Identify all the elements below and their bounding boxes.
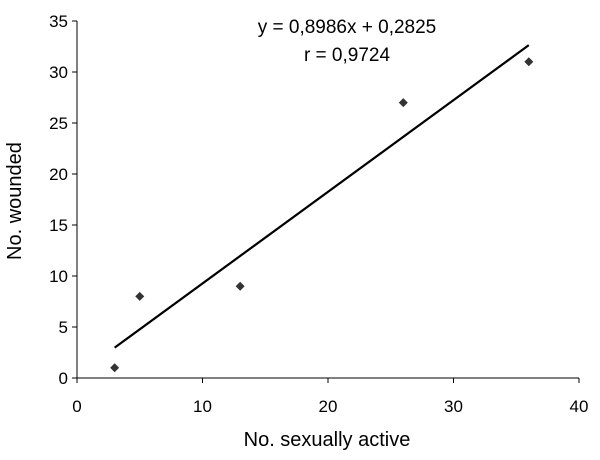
- y-tick-label: 5: [59, 318, 68, 337]
- trendline-group: [114, 44, 530, 349]
- y-tick-label: 10: [49, 267, 68, 286]
- y-tick-label: 30: [49, 63, 68, 82]
- r-value-label: r = 0,9724: [304, 45, 391, 66]
- y-axis-title: No. wounded: [4, 142, 26, 260]
- equation-label: y = 0,8986x + 0,2825: [258, 17, 437, 38]
- x-tick-label: 30: [444, 397, 463, 416]
- trendline: [114, 44, 530, 349]
- y-tick-label: 25: [49, 114, 68, 133]
- data-point: [110, 363, 120, 373]
- y-ticks: 0 5 10 15 20 25 30 35: [49, 12, 77, 388]
- x-tick-label: 20: [319, 397, 338, 416]
- data-point: [398, 98, 408, 108]
- x-axis-title: No. sexually active: [244, 429, 411, 451]
- x-tick-label: 40: [570, 397, 589, 416]
- data-point: [524, 57, 534, 67]
- x-ticks: 0 10 20 30 40: [72, 378, 588, 416]
- data-point: [135, 291, 145, 301]
- y-tick-label: 20: [49, 165, 68, 184]
- data-points: [110, 57, 534, 373]
- axes: [76, 21, 579, 379]
- data-point: [235, 281, 245, 291]
- y-tick-label: 15: [49, 216, 68, 235]
- x-tick-label: 10: [193, 397, 212, 416]
- y-tick-label: 0: [59, 369, 68, 388]
- x-tick-label: 0: [72, 397, 81, 416]
- y-tick-label: 35: [49, 12, 68, 31]
